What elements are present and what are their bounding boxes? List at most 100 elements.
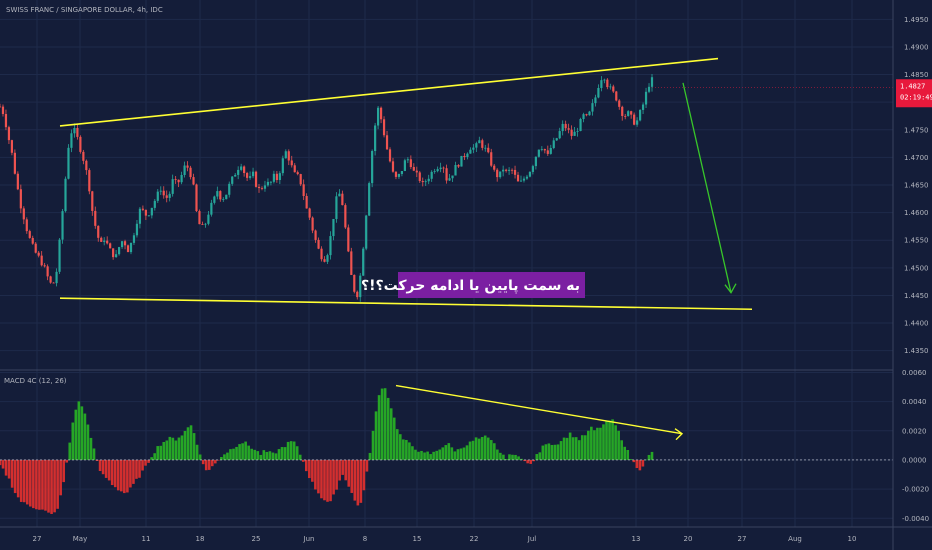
macd-bar [553, 444, 557, 460]
candle-body [195, 184, 198, 212]
trendline[interactable] [682, 82, 732, 293]
macd-bar [265, 451, 269, 460]
candle-body [382, 119, 386, 136]
candle-body [132, 235, 136, 243]
macd-bar [204, 459, 208, 471]
candle-body [88, 170, 91, 192]
candle-body [76, 127, 79, 137]
candle-body [377, 107, 380, 126]
macd-bar [441, 447, 445, 460]
candle-body [251, 171, 255, 177]
macd-bar [547, 443, 551, 460]
price-tick-label: 1.4550 [904, 237, 929, 245]
candle-body [82, 151, 85, 161]
macd-bar [565, 437, 569, 460]
candle-body [576, 131, 579, 132]
candle-body [323, 259, 326, 262]
macd-bar [489, 440, 493, 460]
candle-body [597, 87, 600, 98]
candle-body [43, 265, 46, 267]
candle-body [612, 86, 615, 92]
time-axis[interactable]: 27 May 11 18 25 Jun 8 15 22 Jul 13 20 27 Aug 10 [33, 535, 857, 543]
macd-bar [271, 452, 275, 460]
candle-body [582, 114, 585, 120]
macd-bar [286, 441, 290, 460]
candle-body [37, 252, 40, 256]
candle-body [591, 103, 594, 112]
candle-body [171, 179, 174, 194]
macd-bar [635, 459, 639, 469]
candle-body [412, 167, 415, 171]
macd-bar [405, 439, 408, 460]
candle-body [385, 135, 389, 150]
candle-body [207, 214, 210, 224]
time-tick-label: Aug [788, 535, 802, 543]
macd-bar [456, 449, 460, 460]
candle-body [647, 86, 651, 92]
candle-body [641, 104, 645, 110]
macd-bar [432, 451, 435, 460]
time-tick-label: 11 [142, 535, 151, 543]
macd-bar [59, 459, 62, 496]
macd-bar [587, 430, 590, 460]
macd-bar [435, 450, 438, 460]
candle-body [436, 169, 439, 172]
macd-bar [477, 438, 481, 460]
candle-body [13, 152, 16, 174]
trendlines[interactable] [59, 57, 753, 311]
price-tick-label: 1.4750 [904, 126, 929, 134]
candle-body [388, 149, 392, 162]
trendline[interactable] [59, 57, 719, 127]
macd-bar [113, 459, 117, 488]
candle-body [341, 193, 344, 206]
macd-bar [650, 451, 654, 460]
macd-bar [217, 459, 220, 461]
candle-body [275, 173, 278, 180]
macd-bar [614, 425, 617, 460]
macd-bar [483, 435, 487, 460]
macd-bar [10, 459, 14, 488]
candle-body [624, 115, 627, 117]
macd-bar [183, 430, 187, 460]
candle-body [284, 151, 287, 159]
candle-body [567, 128, 570, 130]
macd-bar [593, 430, 596, 460]
macd-trendline[interactable] [395, 384, 683, 435]
macd-tick-label: 0.0060 [902, 369, 927, 377]
candle-body [507, 169, 511, 171]
macd-bar [468, 441, 472, 460]
macd-bar [398, 434, 402, 460]
macd-bar [314, 459, 317, 490]
candle-body [4, 113, 8, 128]
candle-body [219, 191, 222, 200]
macd-axis[interactable]: 0.0060 0.0040 0.0020 0.0000 -0.0020 -0.0040 [902, 369, 929, 523]
candle-body [469, 149, 472, 154]
macd-bar [177, 437, 181, 460]
macd-bar [438, 449, 442, 460]
candle-body [115, 254, 118, 258]
macd-bar [41, 459, 44, 510]
candle-body [192, 177, 195, 185]
macd-bar [368, 452, 372, 460]
candle-body [234, 174, 237, 177]
macd-bar [444, 445, 448, 460]
candle-body [25, 219, 28, 232]
candle-body [302, 184, 305, 197]
candle-body [537, 149, 540, 157]
macd-bar [499, 452, 502, 460]
macd-bar [311, 459, 314, 482]
macd-bar [326, 459, 329, 502]
price-tick-label: 1.4400 [904, 320, 929, 328]
candle-body [350, 251, 353, 275]
trendline[interactable] [59, 297, 753, 311]
candle-body [484, 147, 487, 149]
candle-body [421, 181, 424, 183]
macd-bar [426, 451, 429, 460]
macd-bar [83, 413, 87, 460]
price-axis[interactable]: 1.49501.49001.48501.48001.47501.47001.46… [904, 16, 929, 355]
candle-body [150, 207, 153, 216]
time-tick-label: 27 [33, 535, 42, 543]
candle-body [374, 125, 377, 152]
macd-bar [538, 452, 542, 460]
